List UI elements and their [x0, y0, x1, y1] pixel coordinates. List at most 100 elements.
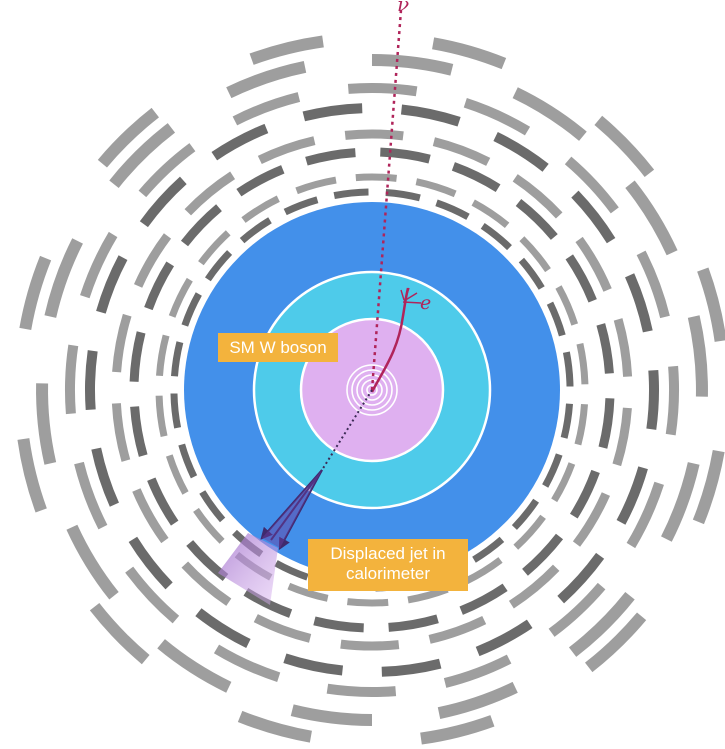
displaced-jet-label: Displaced jet in calorimeter — [308, 539, 468, 591]
ring-segment — [19, 255, 52, 330]
ring-segment — [274, 560, 309, 581]
ring-segment — [464, 557, 503, 585]
ring-segment — [139, 176, 187, 228]
ring-segment — [165, 454, 189, 495]
ring-segment — [97, 107, 160, 168]
ring-segment — [85, 350, 98, 411]
ring-segment — [112, 313, 132, 373]
neutrino-track — [370, 9, 403, 391]
ring-segment — [400, 104, 461, 127]
ring-segment — [239, 217, 272, 244]
ring-segment — [109, 123, 176, 188]
ring-segment — [226, 61, 307, 99]
ring-segment — [522, 533, 564, 576]
ring-segment — [636, 250, 670, 319]
ring-segment — [144, 261, 175, 311]
ring-segment — [171, 341, 184, 377]
ring-segment — [193, 507, 225, 544]
ring-segment — [36, 383, 57, 465]
ring-segment — [249, 35, 324, 65]
ring-segment — [130, 406, 148, 457]
ring-segment — [198, 230, 231, 266]
ring-segment — [333, 188, 369, 200]
ring-segment — [613, 318, 633, 377]
jet-arrows — [260, 469, 323, 551]
ring-segment — [213, 644, 281, 682]
ring-segment — [612, 407, 632, 467]
displaced-jet-label-line1: Displaced jet in — [330, 544, 446, 563]
ring-segment — [508, 564, 560, 609]
ring-segment — [184, 171, 236, 216]
ring-segment — [129, 331, 146, 382]
ring-segment — [564, 156, 619, 214]
ring-segment — [74, 461, 108, 530]
ring-segment — [560, 403, 573, 439]
ring-segment — [133, 233, 172, 288]
ring-segment — [555, 285, 579, 326]
ring-segment — [125, 566, 180, 624]
ring-segment — [557, 552, 605, 604]
displaced-particle-track — [321, 389, 373, 471]
ring-segment — [295, 176, 337, 195]
ring-segment — [575, 236, 612, 292]
jet-cone-deposit — [218, 533, 278, 605]
ring-segment — [574, 403, 588, 446]
ring-segment — [305, 148, 356, 166]
ring-segment — [156, 334, 170, 377]
ring-segment — [472, 536, 505, 563]
ring-segment — [584, 612, 647, 673]
ring-segment — [302, 103, 363, 122]
ring-segment — [243, 587, 293, 618]
ring-segment — [512, 87, 587, 141]
ring-segment — [596, 323, 614, 374]
ring-segment — [480, 222, 512, 251]
ring-segment — [199, 490, 226, 523]
ring-segment — [471, 199, 510, 229]
ring-segment — [232, 92, 301, 126]
ring-segment — [241, 195, 280, 223]
ring-segment — [388, 614, 439, 632]
ring-segment — [598, 398, 615, 449]
ring-segment — [692, 450, 725, 525]
ring-segment — [513, 514, 546, 550]
ring-segment — [475, 619, 533, 657]
ring-segment — [257, 136, 316, 164]
ring-segment — [432, 37, 507, 70]
ring-segment — [542, 453, 563, 488]
ring-segment — [344, 129, 404, 141]
ring-segment — [147, 477, 179, 526]
ring-segment — [548, 582, 606, 637]
electron-track-fan — [400, 287, 422, 304]
ring-segment — [96, 255, 128, 314]
ring-segment — [380, 147, 431, 164]
ring-segment — [428, 616, 487, 644]
jet-cone-fill — [262, 470, 322, 548]
ring-segment — [459, 583, 508, 615]
ring-segment — [625, 180, 678, 256]
ring-segment — [493, 132, 549, 172]
ring-segment — [463, 98, 531, 136]
ring-segment — [443, 654, 512, 688]
ring-segment — [66, 524, 119, 600]
ring-segment — [646, 369, 659, 430]
ring-segment — [168, 277, 193, 318]
ring-segment — [204, 250, 233, 282]
neutrino-symbol: ν — [397, 0, 410, 16]
ring-segment — [236, 165, 285, 197]
ring-segment — [562, 351, 574, 387]
ring-segment — [576, 342, 589, 385]
ring-segment — [571, 190, 616, 244]
muon-chamber-rings — [17, 35, 725, 745]
w-boson-label: SM W boson — [218, 333, 338, 362]
ring-segment — [661, 462, 700, 542]
ring-segment — [237, 710, 312, 743]
ring-segment — [313, 616, 364, 633]
ring-segment — [420, 715, 495, 745]
ring-segment — [17, 438, 47, 513]
ring-segment — [512, 174, 563, 219]
ring-segment — [551, 462, 576, 503]
ring-segment — [569, 469, 600, 519]
ring-segment — [546, 301, 566, 337]
ring-segment — [128, 536, 173, 590]
